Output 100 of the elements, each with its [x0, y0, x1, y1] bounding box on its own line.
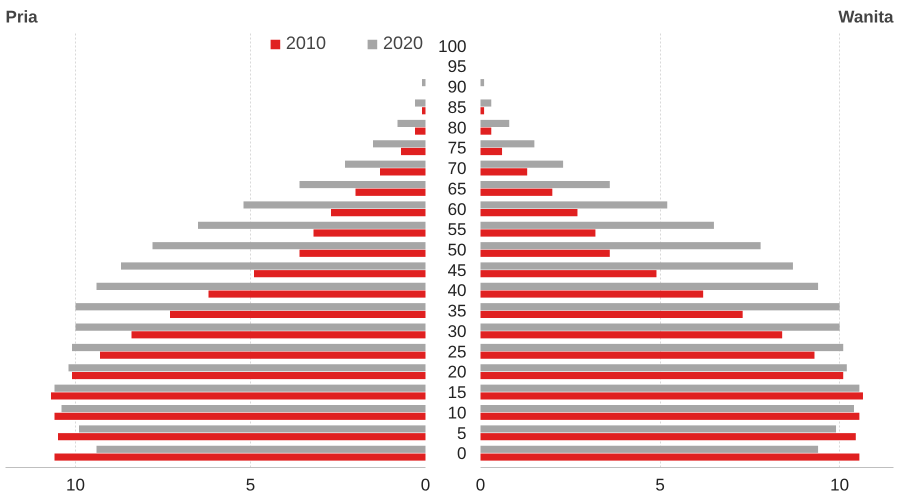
x-tick-label: 0 [476, 476, 486, 493]
bar [480, 120, 510, 127]
bar [480, 412, 860, 420]
legend-label: 2020 [382, 33, 423, 54]
bar [96, 282, 426, 290]
bar [208, 290, 426, 298]
bar [345, 160, 426, 168]
bar [480, 250, 610, 257]
bar [480, 262, 793, 270]
bar [480, 79, 484, 86]
bar [480, 344, 844, 352]
chart-title: Pria [6, 8, 38, 26]
bar [152, 242, 426, 250]
y-tick-label: 60 [448, 200, 467, 219]
bar [314, 229, 426, 237]
bar [480, 425, 836, 433]
bar [480, 331, 782, 338]
y-tick-label: 40 [448, 281, 467, 300]
bar [79, 425, 426, 433]
bar [480, 433, 856, 440]
bar [72, 372, 426, 380]
y-tick-label: 15 [448, 383, 467, 402]
bar [398, 120, 426, 127]
bar [254, 270, 426, 278]
bar [480, 454, 860, 461]
bar [480, 209, 578, 216]
bar [51, 392, 426, 400]
x-tick-label: 5 [655, 476, 665, 493]
x-tick-label: 10 [66, 476, 85, 493]
bar [170, 310, 426, 318]
bar [422, 107, 426, 114]
bar [422, 79, 426, 86]
bar [480, 303, 840, 310]
bar [121, 262, 426, 270]
y-tick-label: 90 [448, 78, 467, 97]
bar [76, 324, 426, 331]
bar [480, 201, 668, 208]
bar [132, 331, 426, 338]
x-tick-label: 5 [246, 476, 256, 493]
bar [480, 384, 860, 392]
bar [480, 99, 492, 107]
bar [72, 344, 426, 352]
y-tick-label: 65 [448, 179, 467, 198]
bar [480, 352, 814, 359]
bar [244, 201, 426, 208]
bar [68, 364, 426, 372]
y-tick-label: 70 [448, 159, 467, 178]
bar [76, 303, 426, 310]
bar [300, 250, 426, 257]
bar [480, 222, 714, 229]
bar [480, 107, 484, 114]
bar [480, 128, 492, 135]
y-tick-label: 55 [448, 220, 467, 240]
bar [480, 324, 840, 331]
bar [415, 128, 426, 135]
bar [300, 180, 426, 188]
bar [58, 433, 426, 440]
bar [331, 209, 426, 216]
y-tick-label: 20 [448, 362, 467, 382]
y-tick-label: 35 [448, 302, 467, 321]
y-tick-label: 95 [448, 57, 467, 76]
y-tick-label: 10 [448, 403, 467, 422]
y-tick-label: 75 [448, 138, 467, 158]
bar [480, 392, 863, 400]
bar [100, 352, 426, 359]
y-tick-label: 100 [438, 36, 467, 56]
y-tick-label: 5 [457, 424, 467, 443]
bar [480, 364, 847, 372]
bar [480, 372, 844, 380]
bar [54, 412, 426, 420]
bar [198, 222, 426, 229]
bar [480, 310, 743, 318]
bar [480, 282, 818, 290]
bar [373, 140, 426, 148]
bar [415, 99, 426, 107]
y-tick-label: 50 [448, 240, 467, 260]
bar [480, 180, 610, 188]
y-tick-label: 45 [448, 260, 467, 280]
bar [480, 168, 528, 176]
bar [96, 446, 426, 453]
bar [401, 148, 426, 156]
bar [356, 188, 426, 196]
y-tick-label: 30 [448, 322, 467, 341]
x-tick-label: 0 [420, 476, 430, 493]
y-tick-label: 0 [457, 444, 467, 464]
bar [480, 188, 552, 196]
bar [480, 160, 564, 168]
x-tick-label: 10 [830, 476, 850, 493]
bar [54, 454, 426, 461]
bar [480, 446, 818, 453]
bar [480, 405, 854, 412]
chart-title: Wanita [838, 8, 894, 26]
bar [54, 384, 426, 392]
bar [62, 405, 426, 412]
bar [380, 168, 426, 176]
bar [480, 140, 534, 148]
y-tick-label: 80 [448, 118, 467, 138]
bar [480, 290, 704, 298]
y-tick-label: 85 [448, 98, 467, 117]
bar [480, 270, 656, 278]
